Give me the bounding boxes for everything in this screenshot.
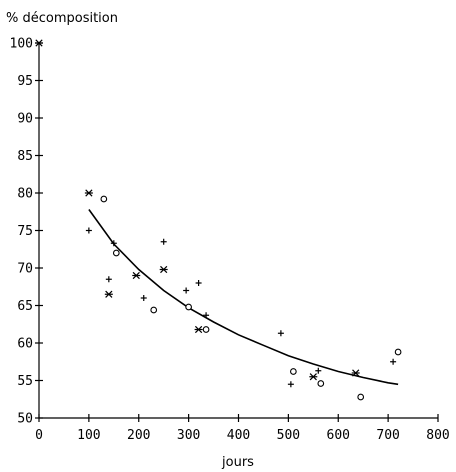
point-circle [357,393,365,401]
y-tick-label: 65 [17,299,33,314]
y-tick-label: 85 [17,149,33,164]
point-circle [185,303,192,311]
point-circle [112,249,120,257]
y-tick-label: 55 [17,374,33,389]
point-plus [203,312,210,319]
point-asterisk [35,39,43,47]
x-tick-label: 200 [127,428,150,443]
point-plus [110,240,117,247]
x-tick-label: 800 [426,428,449,443]
point-circle [394,348,402,356]
x-tick-label: 700 [376,428,399,443]
point-circle [317,380,325,387]
point-circle [100,195,108,203]
point-circle [202,326,210,333]
point-asterisk [132,271,141,280]
y-tick-label: 60 [17,337,33,352]
point-asterisk [351,369,360,377]
y-tick-label: 80 [17,187,33,202]
point-asterisk [159,265,168,274]
x-tick-label: 300 [177,428,200,443]
x-axis-label: jours [221,455,254,470]
point-asterisk [84,189,93,197]
point-plus [287,381,294,388]
x-tick-label: 400 [227,428,250,443]
point-plus [315,367,322,374]
point-asterisk [194,325,203,334]
fit-curve-group [88,209,399,386]
x-tick-label: 0 [35,428,43,443]
x-tick-label: 500 [277,428,300,443]
y-tick-label: 70 [17,262,33,277]
point-asterisk [309,373,318,381]
fit-curve [88,209,399,386]
point-circle [290,368,297,375]
data-points [35,39,402,401]
point-plus [277,330,284,337]
point-plus [390,358,397,365]
y-tick-label: 90 [17,112,33,127]
y-tick-label: 95 [17,74,33,89]
point-plus [85,227,92,234]
point-plus [195,280,202,286]
point-plus [140,295,147,301]
x-tick-label: 100 [77,428,100,443]
point-asterisk [104,290,113,298]
x-tick-label: 600 [327,428,350,443]
point-circle [150,306,158,314]
y-tick-label: 50 [17,412,33,427]
x-ticks: 0 100 200 300 400 500 600 700 800 [35,414,450,443]
y-axis-label: % décomposition [6,11,118,26]
point-plus [105,276,112,283]
y-tick-label: 100 [10,37,33,52]
y-ticks: 50 55 60 65 70 75 80 85 90 95 100 [10,37,43,427]
y-tick-label: 75 [17,224,33,239]
point-plus [183,287,190,294]
point-plus [160,238,167,245]
